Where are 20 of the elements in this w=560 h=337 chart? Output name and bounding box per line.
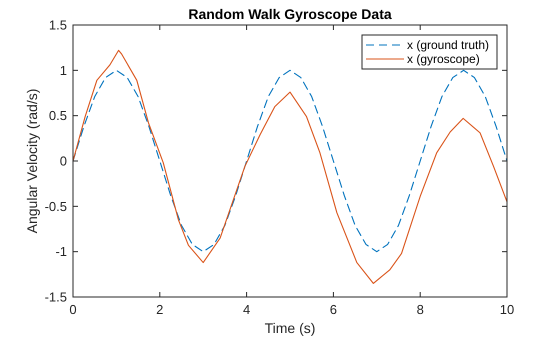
y-tick-label: -1 [55, 244, 67, 260]
legend-label: x (gyroscope) [407, 52, 480, 66]
y-tick-label: -1.5 [44, 290, 67, 304]
legend-label: x (ground truth) [407, 38, 490, 52]
x-tick-label: 2 [156, 302, 164, 317]
y-tick-label: -0.5 [44, 198, 67, 214]
x-axis-title: Time (s) [264, 320, 316, 336]
y-tick-label: 1.5 [48, 18, 67, 32]
line-series [72, 50, 508, 284]
x-tick-label: 0 [69, 302, 77, 317]
x-tick-label: 10 [500, 302, 514, 317]
x-tick-label: 8 [416, 302, 424, 317]
chart-title: Random Walk Gyroscope Data [188, 6, 392, 22]
x-tick-label: 4 [242, 302, 250, 317]
line-series [72, 70, 508, 252]
y-axis-title: Angular Velocity (rad/s) [24, 88, 40, 234]
y-tick-label: 1 [60, 62, 67, 78]
y-tick-label: 0 [60, 154, 67, 168]
x-tick-label: 6 [330, 302, 338, 317]
y-tick-label: 0.5 [48, 108, 67, 124]
